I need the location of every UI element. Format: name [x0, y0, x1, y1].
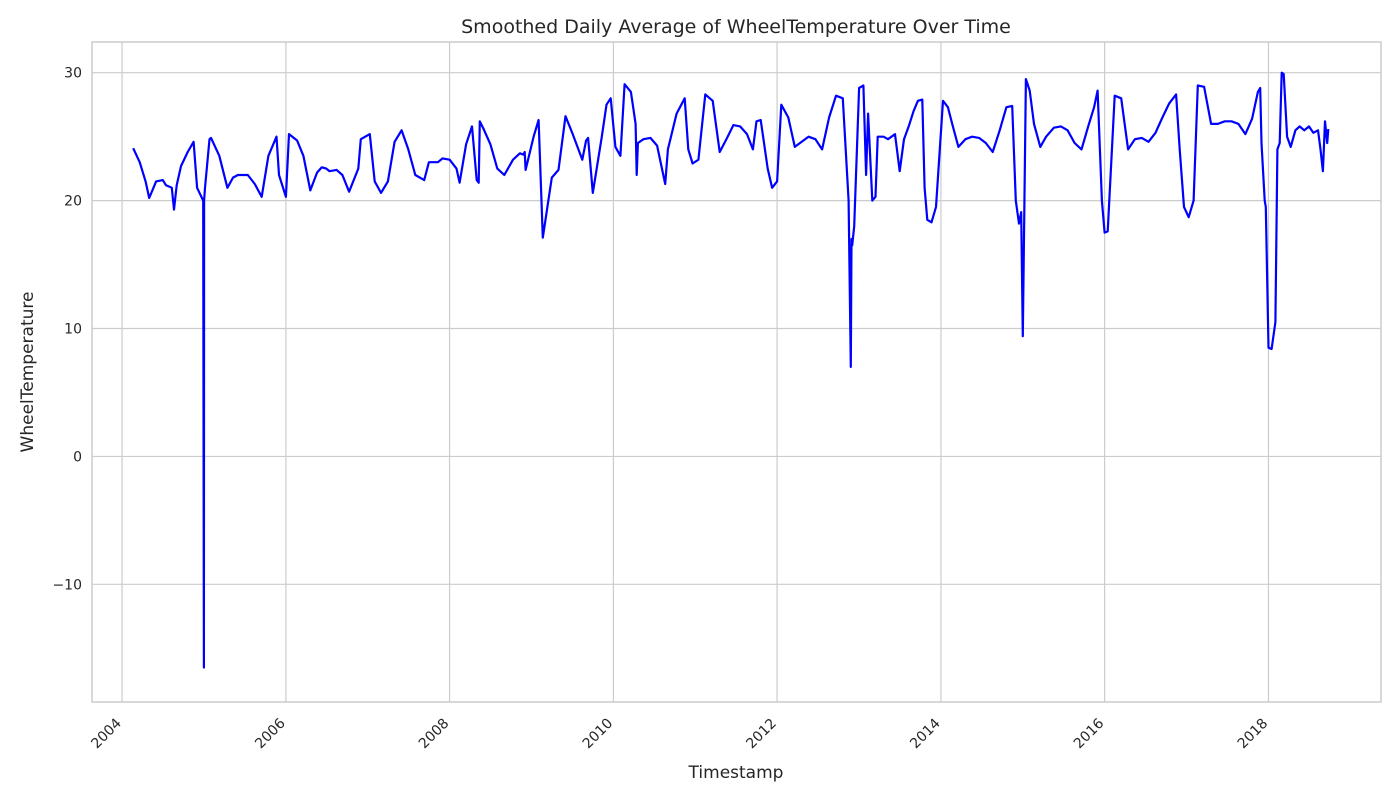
series-line — [132, 71, 1330, 669]
grid-layer — [92, 42, 1381, 702]
y-tick-label: 30 — [64, 66, 82, 82]
plot-frame — [91, 41, 1382, 703]
data-layer — [132, 71, 1330, 669]
x-tick-label: 2006 — [252, 715, 289, 752]
chart-title: Smoothed Daily Average of WheelTemperatu… — [461, 16, 1011, 38]
x-tick-label: 2014 — [907, 715, 944, 752]
y-tick-label: −10 — [52, 577, 82, 593]
x-axis-label: Timestamp — [688, 763, 784, 783]
y-axis-label: WheelTemperature — [18, 292, 38, 453]
y-tick-label: 20 — [64, 194, 82, 210]
y-tick-label: 10 — [64, 322, 82, 338]
x-tick-label: 2012 — [743, 716, 780, 753]
x-tick-label: 2008 — [416, 716, 453, 753]
x-tick-label: 2018 — [1235, 716, 1272, 753]
x-tick-label: 2010 — [580, 716, 617, 753]
x-tick-label: 2016 — [1071, 715, 1108, 752]
x-tick-label: 2004 — [88, 715, 125, 752]
y-tick-label: 0 — [73, 449, 82, 465]
